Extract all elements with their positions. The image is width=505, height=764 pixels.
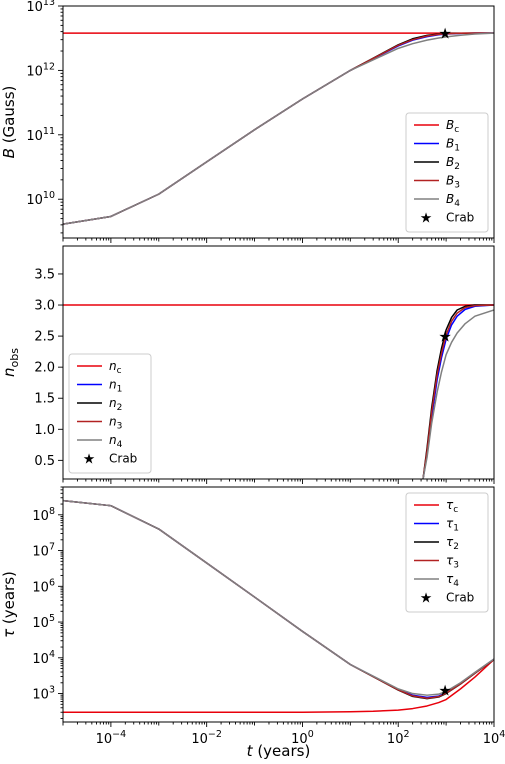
series-group	[63, 32, 494, 225]
legend-label-crab: Crab	[109, 452, 137, 466]
y-tick-label: 107	[32, 542, 55, 560]
series-line-n-3	[422, 304, 494, 479]
legend-label: τ1	[446, 517, 459, 534]
crab-marker: ★	[438, 328, 451, 346]
y-tick-label: 0.5	[34, 454, 55, 469]
series-line-B-4	[63, 32, 494, 225]
y-tick-label: 2.0	[34, 361, 55, 376]
legend-label: n3	[109, 415, 122, 432]
legend-marker: ★	[420, 211, 433, 227]
axes-frame	[62, 245, 495, 480]
crab-marker: ★	[438, 25, 451, 43]
y-axis-label: τ (years)	[0, 571, 18, 638]
panel-bottom: 103 104 105 106 107 108 10−4 10−2 100 102 104 ★ τ (y…	[0, 486, 505, 760]
legend-label-crab: Crab	[446, 591, 474, 605]
legend-label: B3	[446, 174, 460, 191]
legend-label: τ4	[446, 572, 459, 589]
legend-label: τ2	[446, 535, 459, 552]
legend-marker: ★	[420, 591, 433, 607]
legend-label: n2	[109, 396, 122, 413]
y-tick-label: 3.0	[34, 299, 55, 314]
y-tick-label: 1013	[26, 0, 55, 15]
y-tick-label: 1012	[26, 61, 55, 79]
series-line-τ-c	[63, 658, 494, 713]
x-tick-label: 104	[483, 729, 505, 747]
legend-label: B4	[446, 192, 460, 209]
series-line-n-4	[422, 309, 494, 479]
axes-frame	[62, 5, 495, 239]
legend-label: τ3	[446, 554, 459, 571]
series-group	[63, 499, 494, 713]
legend-marker: ★	[83, 452, 96, 468]
y-tick-label: 106	[32, 577, 55, 595]
y-tick-label: 1.0	[34, 423, 55, 438]
legend-label: Bc	[446, 118, 459, 135]
x-tick-label: 102	[387, 729, 410, 747]
legend-label: B2	[446, 155, 460, 172]
axes-frame	[62, 486, 495, 723]
legend-label: nc	[109, 359, 122, 376]
x-tick-label: 10−2	[191, 729, 222, 747]
legend-label-crab: Crab	[446, 211, 474, 225]
y-tick-label: 2.5	[34, 330, 55, 345]
x-axis-label: t (years)	[247, 742, 311, 760]
y-tick-label: 1.5	[34, 392, 55, 407]
series-group	[63, 304, 494, 479]
legend-label: B1	[446, 137, 460, 154]
legend-label: τc	[446, 498, 458, 515]
x-tick-label: 10−4	[96, 729, 127, 747]
legend-label: n1	[109, 378, 122, 395]
y-tick-label: 3.5	[34, 267, 55, 282]
series-line-τ-4	[63, 499, 494, 696]
x-tick-label: 100	[291, 729, 314, 747]
crab-marker: ★	[438, 682, 451, 700]
y-tick-label: 105	[32, 613, 55, 631]
y-axis-label: B (Gauss)	[0, 86, 18, 159]
y-tick-label: 104	[32, 649, 55, 667]
legend-label: n4	[109, 433, 123, 450]
y-axis-label: nobs	[0, 348, 21, 377]
y-tick-label: 1010	[26, 190, 55, 208]
y-tick-label: 103	[32, 685, 55, 703]
y-tick-label: 1011	[26, 126, 55, 144]
y-tick-label: 108	[32, 506, 55, 524]
